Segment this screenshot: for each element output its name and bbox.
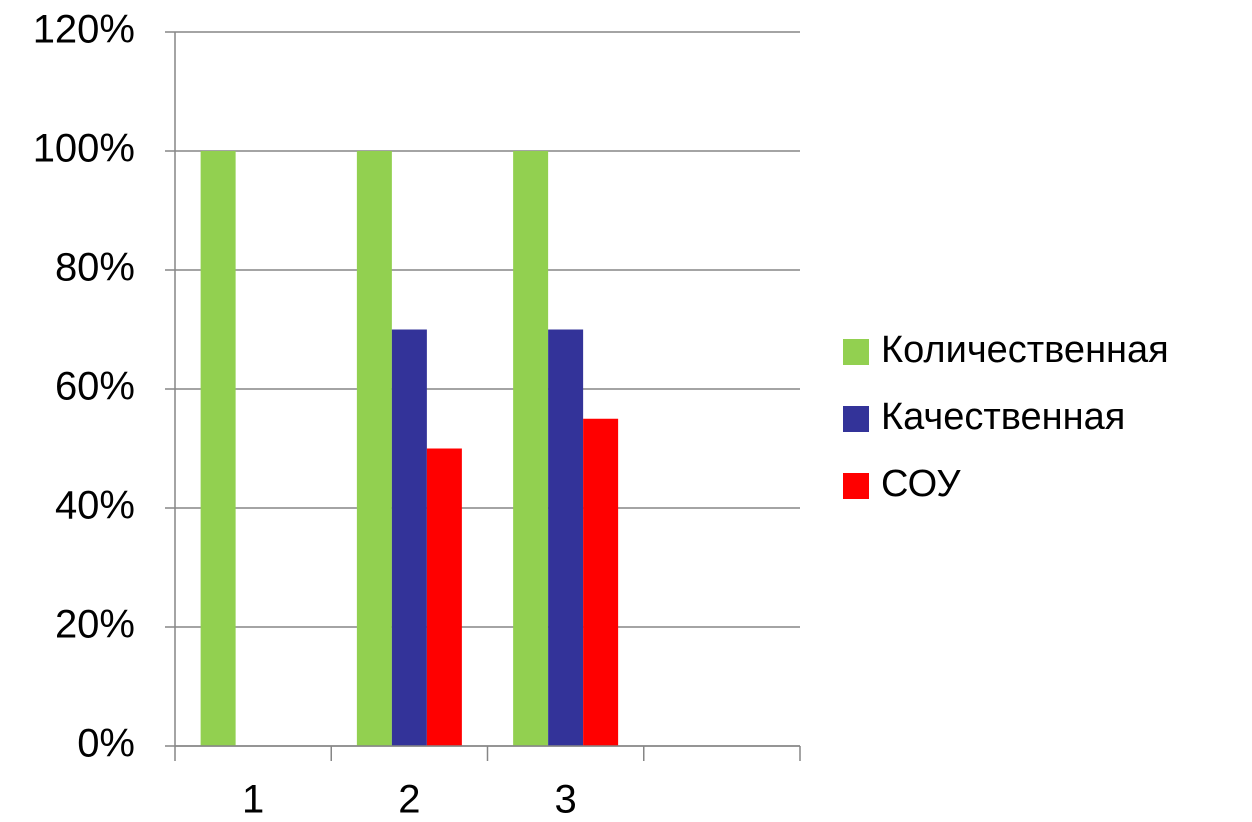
x-tick-label: 1 (242, 778, 264, 822)
x-tick-label: 2 (398, 778, 420, 822)
legend-swatch (843, 473, 869, 499)
bar (583, 418, 619, 746)
legend-label: СОУ (881, 463, 961, 505)
y-tick-label: 120% (33, 8, 135, 52)
bar (356, 151, 392, 746)
y-tick-label: 100% (33, 127, 135, 171)
y-tick-label: 0% (77, 722, 135, 766)
legend-swatch (843, 339, 869, 365)
bar (548, 329, 584, 746)
legend-label: Количественная (881, 329, 1169, 371)
y-tick-label: 20% (55, 603, 135, 647)
y-tick-label: 60% (55, 365, 135, 409)
bar (513, 151, 549, 746)
y-tick-label: 40% (55, 484, 135, 528)
bar (426, 448, 462, 746)
bar (200, 151, 236, 746)
bar (391, 329, 427, 746)
y-tick-label: 80% (55, 246, 135, 290)
x-tick-label: 3 (555, 778, 577, 822)
legend-label: Качественная (881, 396, 1125, 438)
legend-swatch (843, 406, 869, 432)
